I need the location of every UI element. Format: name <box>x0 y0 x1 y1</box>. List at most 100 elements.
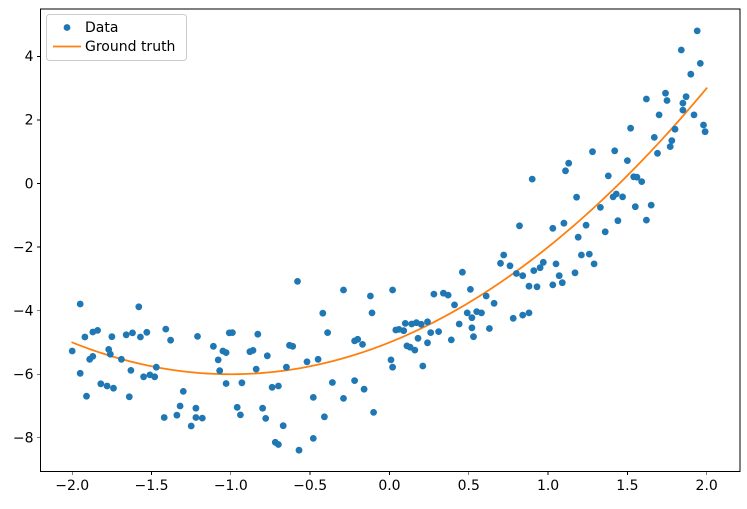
data-point <box>194 333 201 340</box>
x-tick-label: −0.5 <box>293 478 327 494</box>
data-point <box>160 414 168 421</box>
data-point <box>560 219 568 227</box>
data-point <box>360 385 368 393</box>
data-point <box>125 393 133 401</box>
y-tick-label: 0 <box>25 176 34 192</box>
data-point <box>389 286 396 294</box>
data-point <box>127 367 135 374</box>
data-point <box>137 333 144 341</box>
data-point <box>324 329 331 336</box>
data-point <box>478 309 485 317</box>
data-point <box>679 106 687 114</box>
data-point <box>468 324 476 332</box>
x-tick-label: 1.0 <box>537 478 559 494</box>
legend-scatter-marker-icon <box>63 24 71 31</box>
data-point <box>565 159 573 167</box>
y-tick-label: −6 <box>13 367 34 383</box>
data-point <box>468 314 476 322</box>
data-point <box>103 382 111 390</box>
data-point <box>151 373 159 381</box>
data-point <box>509 314 517 322</box>
data-point <box>192 404 200 412</box>
data-point <box>259 404 266 412</box>
data-point <box>108 333 116 341</box>
data-point <box>604 172 612 180</box>
data-point <box>589 148 596 156</box>
data-point <box>590 260 598 268</box>
data-point <box>679 99 687 107</box>
data-point <box>167 336 175 344</box>
data-point <box>536 264 544 272</box>
x-tick-label: 2.0 <box>696 478 718 494</box>
data-point <box>597 204 604 211</box>
data-point <box>519 272 527 280</box>
data-point <box>295 446 303 454</box>
data-point <box>370 409 377 416</box>
data-point <box>268 383 276 391</box>
data-point <box>401 320 409 327</box>
x-tick-label: 1.5 <box>616 478 638 494</box>
data-point <box>275 441 282 448</box>
data-point <box>192 414 200 421</box>
data-point <box>654 149 661 157</box>
data-point <box>451 301 458 309</box>
data-point <box>389 363 396 371</box>
data-point <box>340 395 347 402</box>
data-point <box>419 362 427 370</box>
x-tick-label: 0.0 <box>378 478 400 494</box>
data-point <box>254 330 262 338</box>
x-tick-label: −2.0 <box>55 478 89 494</box>
x-tick-label: −1.0 <box>214 478 248 494</box>
data-point <box>187 422 195 430</box>
data-point <box>552 260 560 268</box>
data-point <box>249 347 257 354</box>
data-point <box>76 300 84 308</box>
data-point <box>455 320 463 328</box>
data-point <box>549 281 557 289</box>
data-point <box>368 309 376 317</box>
data-point <box>690 111 698 119</box>
data-point <box>176 402 184 410</box>
x-axis-ticks: −2.0 −1.5 −1.0 −0.5 0.0 0.5 1.0 1.5 2.0 <box>55 471 718 494</box>
data-point <box>237 411 244 419</box>
data-point <box>81 333 89 341</box>
data-point <box>614 217 622 225</box>
data-point <box>528 175 536 183</box>
data-point <box>351 377 358 384</box>
data-point <box>279 422 287 430</box>
data-point <box>533 283 541 291</box>
data-point <box>106 350 114 358</box>
data-point <box>444 291 452 299</box>
data-point <box>289 342 297 350</box>
data-point <box>668 137 676 145</box>
data-point <box>414 334 422 342</box>
data-point <box>662 89 669 97</box>
data-point <box>677 46 685 54</box>
data-point <box>309 435 317 442</box>
y-tick-label: −8 <box>13 431 34 447</box>
data-point <box>525 282 533 290</box>
data-point <box>467 286 474 293</box>
data-point <box>152 363 160 371</box>
data-point <box>252 365 260 373</box>
legend-box <box>46 14 187 61</box>
data-point <box>601 228 609 236</box>
data-point <box>447 336 455 344</box>
data-point <box>573 193 580 201</box>
data-point <box>663 97 671 104</box>
scatter-points-group <box>68 27 709 454</box>
data-point <box>387 356 395 364</box>
data-point <box>562 167 569 175</box>
data-point <box>585 250 593 258</box>
data-point <box>118 355 125 363</box>
ground-truth-curve <box>71 87 708 376</box>
data-point <box>97 380 105 388</box>
data-point <box>233 403 241 411</box>
data-point <box>68 347 76 355</box>
data-point <box>482 292 490 300</box>
data-point <box>701 128 709 136</box>
data-point <box>619 193 626 201</box>
data-point <box>263 352 271 360</box>
